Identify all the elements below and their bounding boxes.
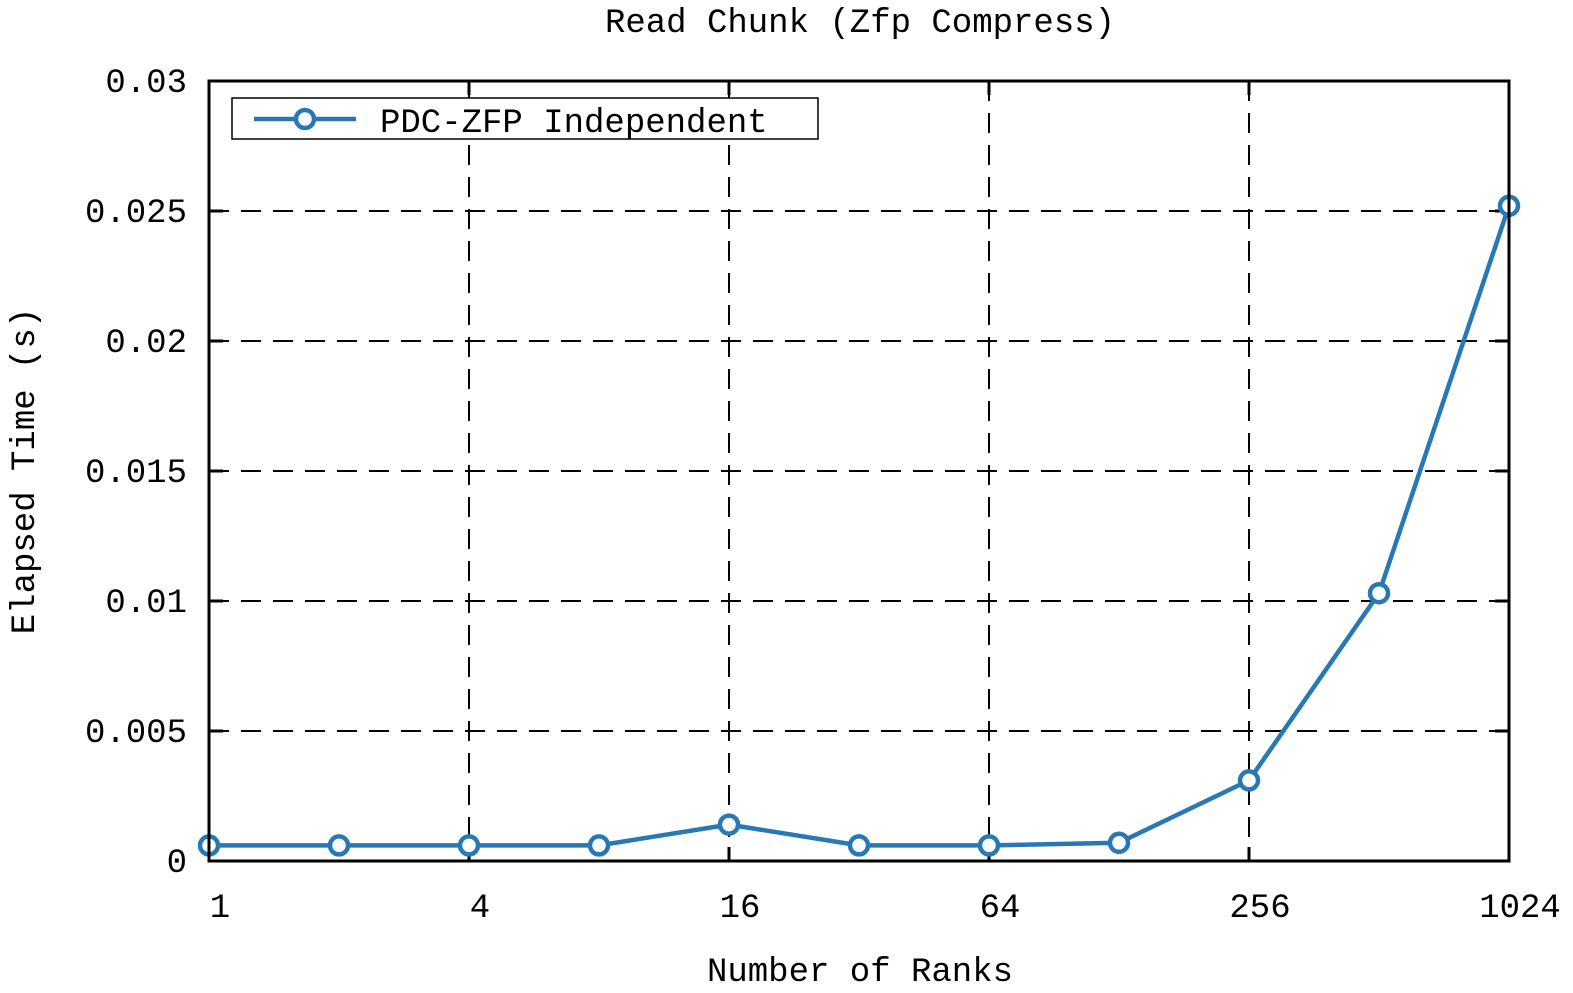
data-point (717, 813, 741, 836)
y-tick-label: 0.025 (85, 195, 187, 233)
data-point (457, 834, 481, 857)
x-tick-label: 1024 (1479, 890, 1561, 928)
data-point (587, 834, 611, 857)
data-point (1237, 769, 1261, 792)
chart-title: Read Chunk (Zfp Compress) (605, 5, 1115, 43)
x-tick-label: 256 (1229, 890, 1290, 928)
y-tick-label: 0.03 (105, 65, 187, 103)
grid (209, 81, 1509, 861)
series-line (209, 205, 1512, 848)
axis-ticks: 0 0.005 0.01 0.015 0.02 0.025 0.03 1 4 16 64 256 102… (85, 65, 1561, 928)
y-axis-label: Elapsed Time (s) (7, 308, 45, 634)
x-axis-label: Number of Ranks (707, 954, 1013, 988)
x-tick-label: 1 (210, 890, 230, 928)
y-tick-label: 0.015 (85, 455, 187, 493)
y-tick-label: 0 (167, 845, 187, 883)
plot-frame (207, 79, 1511, 863)
legend-label: PDC-ZFP Independent (380, 105, 768, 143)
data-point (1367, 581, 1391, 605)
legend-marker-circle-icon (293, 107, 317, 131)
y-tick-label: 0.005 (85, 715, 187, 753)
x-tick-label: 4 (470, 890, 490, 928)
data-point (847, 834, 871, 857)
y-tick-label: 0.01 (105, 585, 187, 623)
data-point (977, 834, 1001, 857)
data-point (327, 834, 351, 857)
data-point (1107, 831, 1131, 855)
x-tick-label: 16 (720, 890, 761, 928)
x-tick-label: 64 (980, 890, 1021, 928)
y-tick-label: 0.02 (105, 325, 187, 363)
series-layer (197, 194, 1521, 857)
legend: PDC-ZFP Independent (231, 97, 819, 143)
